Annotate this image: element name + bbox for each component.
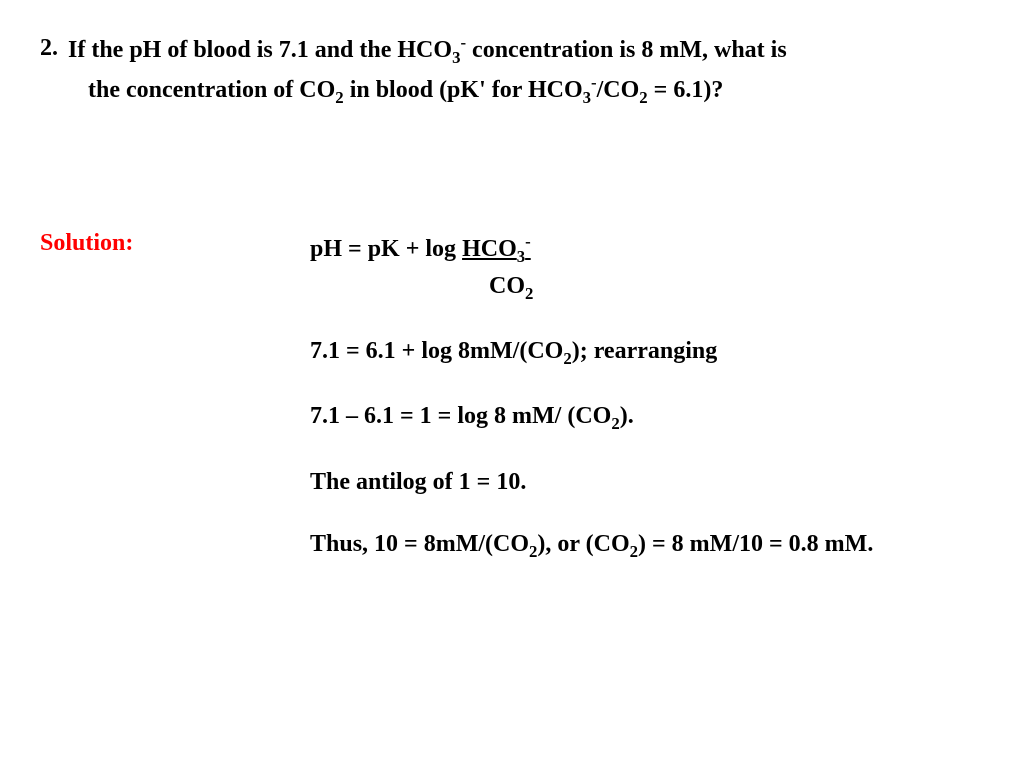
- solution-label: Solution:: [40, 230, 310, 257]
- question-block: 2. If the pH of blood is 7.1 and the HCO…: [40, 30, 984, 110]
- equation-line4: 7.1 – 6.1 = 1 = log 8 mM/ (CO2).: [310, 399, 873, 436]
- equation-line1: pH = pK + log HCO3-: [310, 230, 873, 269]
- question-number: 2.: [40, 30, 68, 66]
- equation-line5: The antilog of 1 = 10.: [310, 465, 873, 500]
- equation-line6: Thus, 10 = 8mM/(CO2), or (CO2) = 8 mM/10…: [310, 527, 873, 564]
- solution-block: Solution: pH = pK + log HCO3- CO2 7.1 = …: [40, 230, 984, 593]
- solution-body: pH = pK + log HCO3- CO2 7.1 = 6.1 + log …: [310, 230, 873, 593]
- equation-line2: CO2: [310, 269, 873, 306]
- equation-line3: 7.1 = 6.1 + log 8mM/(CO2); rearranging: [310, 334, 873, 371]
- question-line2: the concentration of CO2 in blood (pK' f…: [88, 77, 723, 103]
- question-text: If the pH of blood is 7.1 and the HCO3- …: [68, 30, 948, 110]
- question-line1: If the pH of blood is 7.1 and the HCO3- …: [68, 37, 787, 63]
